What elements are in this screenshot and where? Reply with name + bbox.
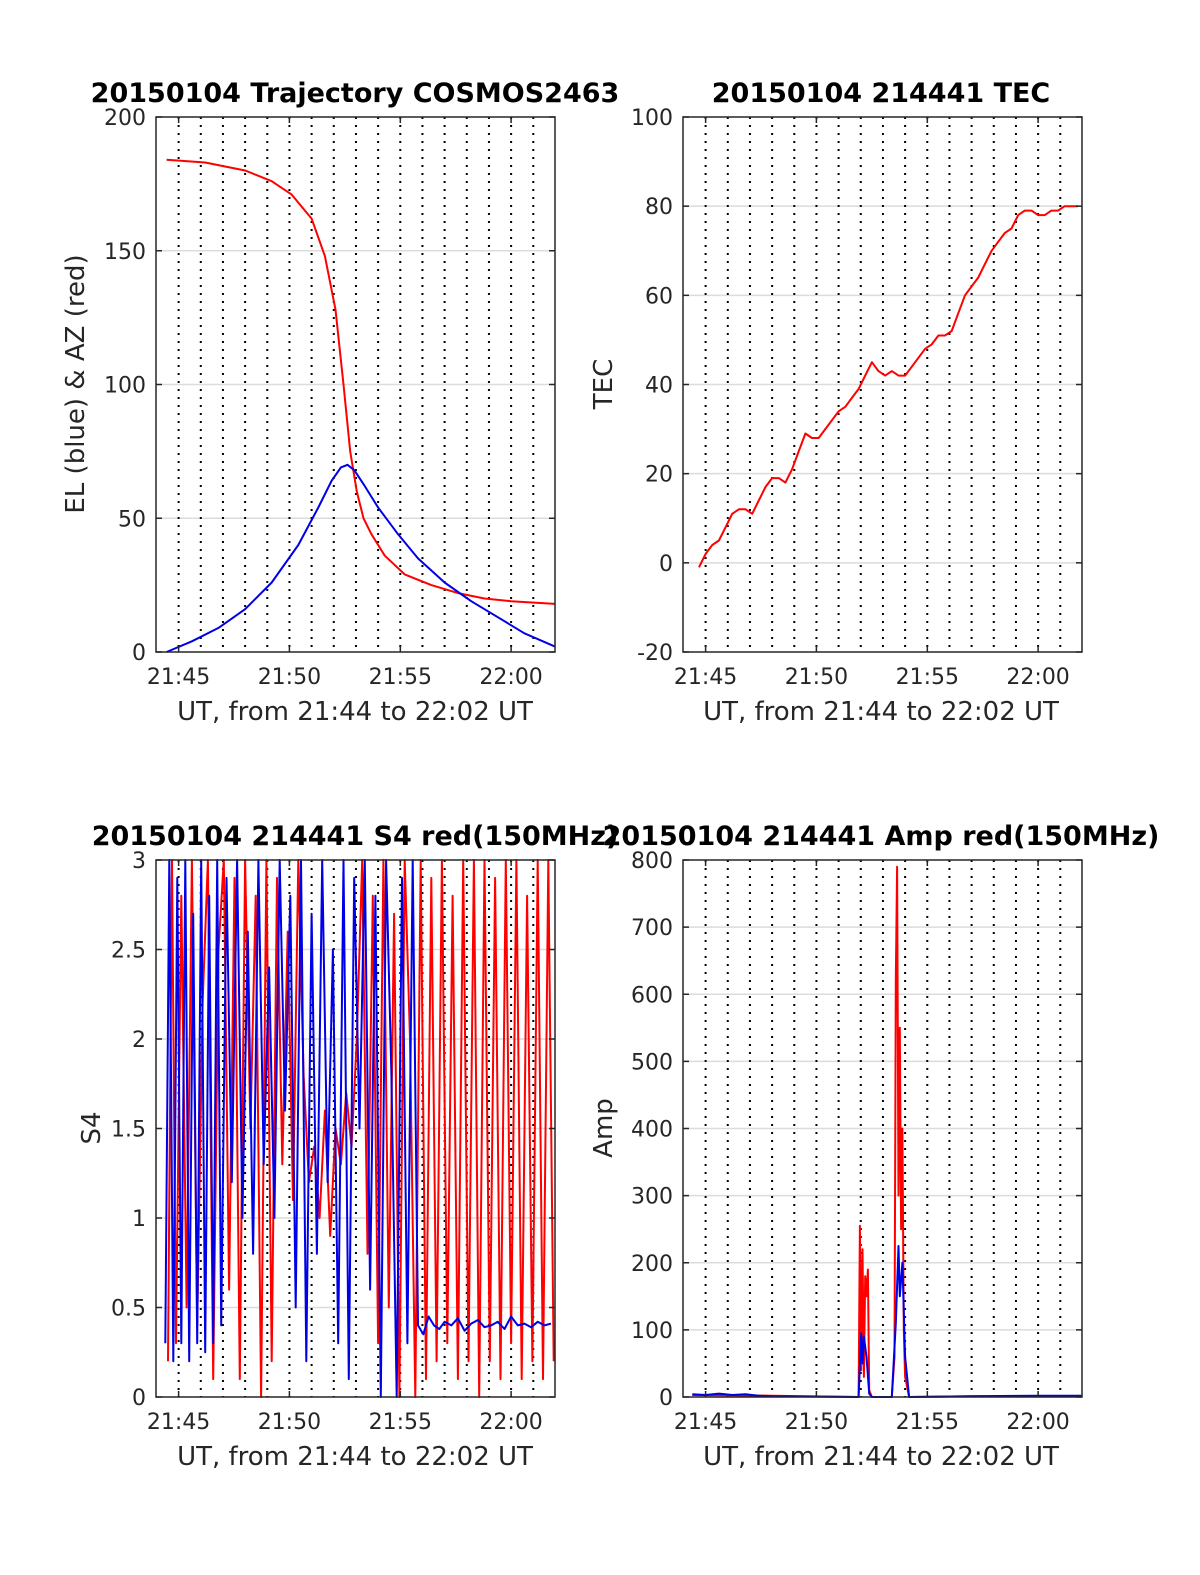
x-tick-label: 21:50 (785, 665, 848, 690)
x-axis-label: UT, from 21:44 to 22:02 UT (703, 1442, 1059, 1472)
y-tick-label: 100 (631, 106, 673, 131)
red-series-line (698, 205, 1078, 568)
y-tick-label: 0 (659, 552, 673, 577)
y-tick-label: 150 (104, 240, 146, 265)
x-axis-label: UT, from 21:44 to 22:02 UT (177, 697, 533, 727)
x-tick-label: 22:00 (1006, 665, 1069, 690)
chart-s4: 20150104 214441 S4 red(150MHz) UT, from … (77, 821, 618, 1472)
chart-tec: 20150104 214441 TEC UT, from 21:44 to 22… (589, 78, 1083, 727)
y-tick-label: 100 (631, 1319, 673, 1344)
y-tick-label: 0 (132, 1386, 146, 1411)
blue-series-line (692, 1245, 1082, 1398)
x-tick-label: 22:00 (479, 665, 542, 690)
y-tick-label: 600 (631, 983, 673, 1008)
chart-amp: 20150104 214441 Amp red(150MHz) UT, from… (589, 821, 1159, 1472)
y-tick-label: 200 (104, 106, 146, 131)
y-tick-label: 300 (631, 1185, 673, 1210)
x-tick-label: 21:55 (369, 1410, 432, 1435)
y-tick-label: 800 (631, 849, 673, 874)
red-series-line (167, 859, 555, 1398)
y-tick-label: 100 (104, 374, 146, 399)
y-axis-label: S4 (77, 1111, 107, 1144)
x-tick-label: 21:50 (258, 1410, 321, 1435)
y-axis-label: EL (blue) & AZ (red) (61, 254, 91, 513)
y-tick-label: 200 (631, 1252, 673, 1277)
x-tick-label: 21:55 (896, 1410, 959, 1435)
y-tick-label: 500 (631, 1050, 673, 1075)
y-axis-label: Amp (589, 1098, 619, 1158)
blue-series-line (164, 859, 552, 1398)
x-tick-label: 21:55 (369, 665, 432, 690)
x-tick-label: 21:45 (674, 665, 737, 690)
red-series-line (166, 158, 556, 605)
y-tick-label: -20 (637, 641, 673, 666)
y-tick-label: 3 (132, 849, 146, 874)
chart-title: 20150104 214441 Amp red(150MHz) (603, 821, 1160, 852)
y-tick-label: 400 (631, 1118, 673, 1143)
y-tick-label: 80 (645, 195, 673, 220)
y-tick-label: 20 (645, 463, 673, 488)
x-tick-label: 22:00 (1006, 1410, 1069, 1435)
y-tick-label: 0.5 (111, 1297, 146, 1322)
x-tick-label: 22:00 (479, 1410, 542, 1435)
y-tick-label: 1 (132, 1207, 146, 1232)
y-tick-label: 0 (132, 641, 146, 666)
x-tick-label: 21:45 (147, 1410, 210, 1435)
x-tick-label: 21:55 (896, 665, 959, 690)
blue-series-line (166, 463, 556, 653)
x-tick-label: 21:45 (674, 1410, 737, 1435)
y-tick-label: 1.5 (111, 1118, 146, 1143)
chart-title: 20150104 214441 S4 red(150MHz) (92, 821, 619, 852)
chart-trajectory: 20150104 Trajectory COSMOS2463 UT, from … (61, 78, 619, 727)
x-tick-label: 21:50 (785, 1410, 848, 1435)
y-tick-label: 2 (132, 1028, 146, 1053)
x-tick-label: 21:45 (147, 665, 210, 690)
y-tick-label: 0 (659, 1386, 673, 1411)
y-axis-label: TEC (589, 359, 619, 410)
y-tick-label: 60 (645, 284, 673, 309)
y-tick-label: 2.5 (111, 939, 146, 964)
chart-title: 20150104 Trajectory COSMOS2463 (91, 78, 620, 109)
x-axis-label: UT, from 21:44 to 22:02 UT (177, 1442, 533, 1472)
chart-title: 20150104 214441 TEC (712, 78, 1051, 109)
y-tick-label: 700 (631, 916, 673, 941)
x-axis-label: UT, from 21:44 to 22:02 UT (703, 697, 1059, 727)
y-tick-label: 50 (118, 507, 146, 532)
x-tick-label: 21:50 (258, 665, 321, 690)
y-tick-label: 40 (645, 374, 673, 399)
